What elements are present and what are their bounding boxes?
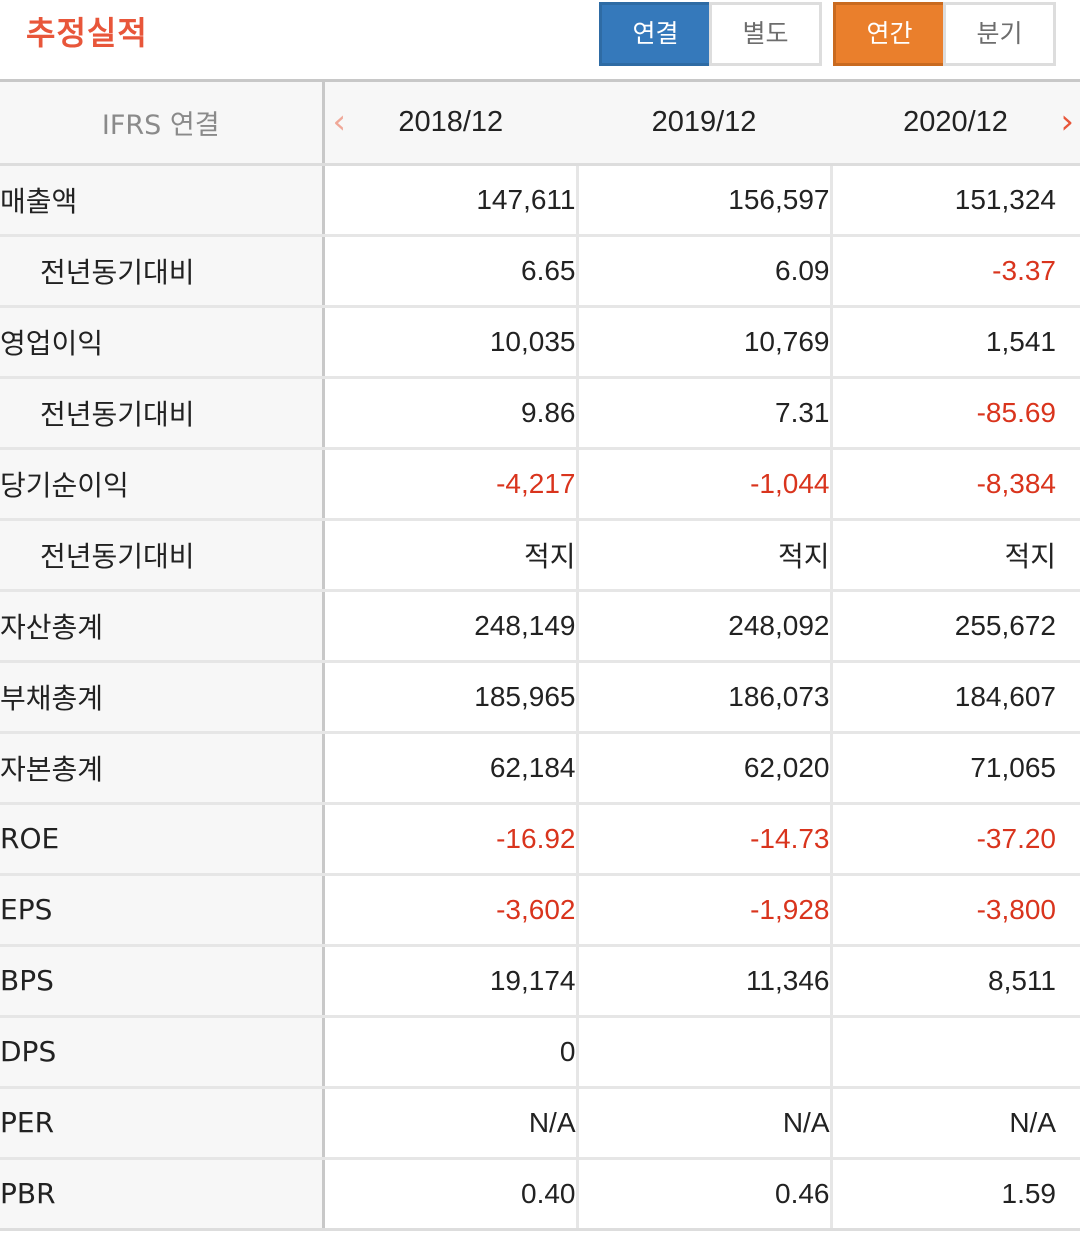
table-row: BPS 19,174 11,346 8,511 [0,945,1080,1018]
value-cell: -14.73 [577,803,833,876]
value-cell: 248,149 [323,590,579,663]
table-row: 자산총계 248,149 248,092 255,672 [0,590,1080,663]
row-sublabel: 전년동기대비 [0,377,325,450]
value-cell: 10,035 [323,306,579,379]
value-cell: 71,065 [831,732,1080,805]
value-cell: -3,800 [831,874,1080,947]
section-title: 추정실적 [26,14,148,52]
value-cell: 적지 [323,519,579,592]
value-cell: 156,597 [577,164,833,237]
value-cell: 0.40 [323,1158,579,1231]
value-cell: 적지 [831,519,1080,592]
value-cell: N/A [323,1087,579,1160]
value-cell: 10,769 [577,306,833,379]
period-label: 2018/12 [398,106,504,139]
row-label: PER [0,1087,325,1160]
table-row: 자본총계 62,184 62,020 71,065 [0,732,1080,805]
table-row: 전년동기대비 적지 적지 적지 [0,519,1080,592]
table-row: 전년동기대비 6.65 6.09 -3.37 [0,235,1080,308]
value-cell: 185,965 [323,661,579,734]
section-header: 추정실적 연결 별도 연간 분기 [0,0,1080,82]
value-cell: N/A [831,1087,1080,1160]
value-cell: -37.20 [831,803,1080,876]
table-body: 매출액 147,611 156,597 151,324 전년동기대비 6.65 6.09 -3… [0,164,1080,1231]
chevron-right-icon[interactable]: › [1060,102,1074,143]
chevron-left-icon[interactable]: ‹ [332,102,347,143]
value-cell: 0.46 [577,1158,833,1231]
row-label: 부채총계 [0,661,325,734]
value-cell: 11,346 [577,945,833,1018]
period-header-2018: ‹ 2018/12 [323,82,577,166]
value-cell: 0 [323,1016,579,1089]
period-header-2019: 2019/12 [577,82,831,166]
row-sublabel: 전년동기대비 [0,519,325,592]
table-row: PBR 0.40 0.46 1.59 [0,1158,1080,1231]
value-cell: -1,928 [577,874,833,947]
value-cell: 6.65 [323,235,579,308]
table-row: PER N/A N/A N/A [0,1087,1080,1160]
table-row: EPS -3,602 -1,928 -3,800 [0,874,1080,947]
consolidated-button[interactable]: 연결 [599,2,712,66]
period-header-2020: 2020/12 › [831,82,1080,166]
table-row: 영업이익 10,035 10,769 1,541 [0,306,1080,379]
value-cell: N/A [577,1087,833,1160]
value-cell: 255,672 [831,590,1080,663]
value-cell: -3,602 [323,874,579,947]
value-cell: 적지 [577,519,833,592]
value-cell: -16.92 [323,803,579,876]
value-cell: -3.37 [831,235,1080,308]
row-label: DPS [0,1016,325,1089]
value-cell: 1.59 [831,1158,1080,1231]
table-row: 전년동기대비 9.86 7.31 -85.69 [0,377,1080,450]
value-cell: 6.09 [577,235,833,308]
estimates-table: IFRS 연결 ‹ 2018/12 2019/12 2020/12 › 매출액 1… [0,82,1080,1231]
value-cell: 7.31 [577,377,833,450]
row-label: 자산총계 [0,590,325,663]
annual-button[interactable]: 연간 [833,2,946,66]
table-row: 매출액 147,611 156,597 151,324 [0,164,1080,237]
separate-button[interactable]: 별도 [709,2,822,66]
table-row: DPS 0 [0,1016,1080,1089]
row-label: BPS [0,945,325,1018]
value-cell [577,1016,833,1089]
value-cell: 186,073 [577,661,833,734]
row-sublabel: 전년동기대비 [0,235,325,308]
ifrs-label-header: IFRS 연결 [0,82,325,166]
period-label: 2020/12 [903,106,1008,139]
row-label: ROE [0,803,325,876]
row-label: PBR [0,1158,325,1231]
table-header-row: IFRS 연결 ‹ 2018/12 2019/12 2020/12 › [0,82,1080,166]
value-cell: 1,541 [831,306,1080,379]
value-cell: 19,174 [323,945,579,1018]
value-cell: 248,092 [577,590,833,663]
row-label: 당기순이익 [0,448,325,521]
value-cell: 8,511 [831,945,1080,1018]
value-cell: -1,044 [577,448,833,521]
value-cell [831,1016,1080,1089]
row-label: EPS [0,874,325,947]
value-cell: 151,324 [831,164,1080,237]
table-row: 부채총계 185,965 186,073 184,607 [0,661,1080,734]
row-label: 영업이익 [0,306,325,379]
value-cell: -8,384 [831,448,1080,521]
table-row: 당기순이익 -4,217 -1,044 -8,384 [0,448,1080,521]
row-label: 매출액 [0,164,325,237]
value-cell: 9.86 [323,377,579,450]
value-cell: 62,184 [323,732,579,805]
row-label: 자본총계 [0,732,325,805]
value-cell: 147,611 [323,164,579,237]
quarterly-button[interactable]: 분기 [943,2,1056,66]
period-label: 2019/12 [651,106,757,139]
value-cell: 62,020 [577,732,833,805]
value-cell: -4,217 [323,448,579,521]
value-cell: -85.69 [831,377,1080,450]
table-row: ROE -16.92 -14.73 -37.20 [0,803,1080,876]
value-cell: 184,607 [831,661,1080,734]
